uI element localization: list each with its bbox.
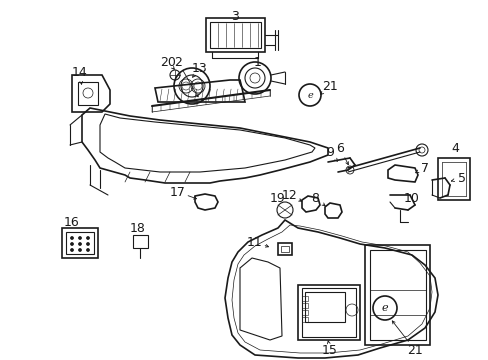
Circle shape	[79, 248, 81, 252]
Text: 13: 13	[192, 62, 207, 75]
Text: 1: 1	[254, 55, 262, 68]
Text: 9: 9	[325, 145, 333, 158]
Text: e: e	[306, 90, 312, 99]
Text: 21: 21	[322, 80, 337, 93]
Text: 17: 17	[170, 185, 185, 198]
Text: 19: 19	[269, 192, 285, 204]
Text: 10: 10	[403, 192, 419, 204]
Text: 15: 15	[322, 343, 337, 356]
Circle shape	[79, 243, 81, 246]
Text: 21: 21	[407, 343, 422, 356]
Circle shape	[79, 237, 81, 239]
Text: 7: 7	[420, 162, 428, 175]
Text: 18: 18	[130, 221, 145, 234]
Text: 8: 8	[310, 192, 318, 204]
Circle shape	[70, 248, 73, 252]
Text: 11: 11	[246, 235, 263, 248]
Circle shape	[86, 248, 89, 252]
Text: 16: 16	[64, 216, 80, 229]
Text: 12: 12	[282, 189, 297, 202]
Text: 2: 2	[174, 55, 182, 68]
Circle shape	[70, 237, 73, 239]
Text: 4: 4	[450, 141, 458, 154]
Text: e: e	[381, 303, 387, 313]
Text: 20: 20	[160, 55, 176, 68]
Circle shape	[70, 243, 73, 246]
Text: 5: 5	[457, 171, 465, 185]
Text: 3: 3	[231, 9, 239, 23]
Circle shape	[86, 237, 89, 239]
Text: 14: 14	[72, 66, 88, 78]
Text: 6: 6	[335, 141, 343, 154]
Circle shape	[86, 243, 89, 246]
